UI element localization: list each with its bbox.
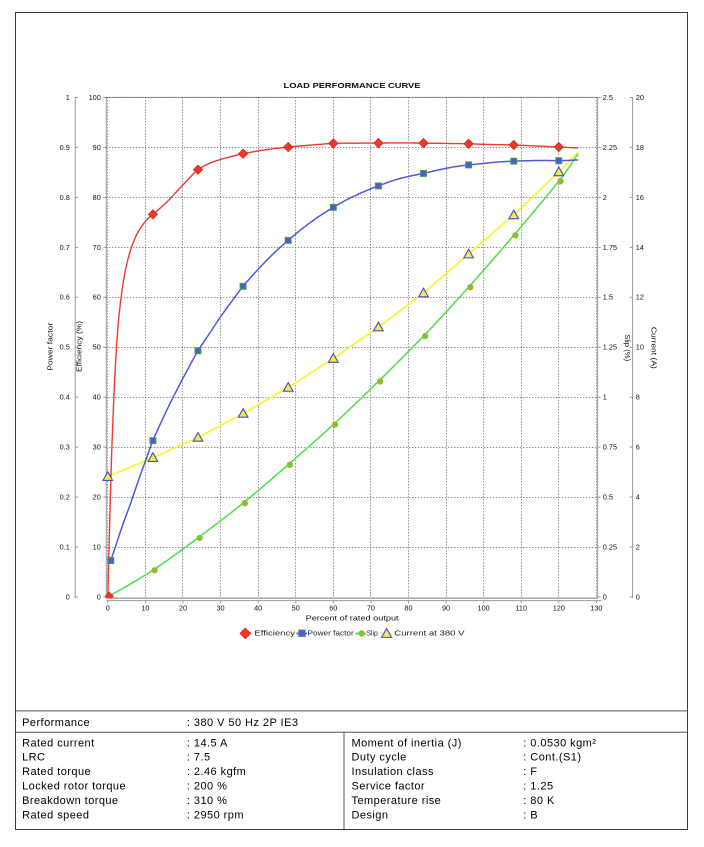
svg-text:0: 0 <box>97 592 101 601</box>
svg-text:10: 10 <box>141 603 149 612</box>
svg-text:0.7: 0.7 <box>60 243 70 252</box>
svg-text:2: 2 <box>636 542 640 551</box>
svg-text:0.8: 0.8 <box>60 193 70 202</box>
svg-text:60: 60 <box>93 293 101 302</box>
svg-text:Current (A): Current (A) <box>650 327 659 370</box>
svg-text:Rated speed: Rated speed <box>22 809 89 821</box>
svg-text:60: 60 <box>329 603 337 612</box>
svg-text:Temperature rise: Temperature rise <box>352 795 442 807</box>
svg-text:1.5: 1.5 <box>603 293 613 302</box>
svg-text:LRC: LRC <box>22 752 45 764</box>
svg-text:Percent of rated output: Percent of rated output <box>306 613 400 622</box>
svg-text:Moment of inertia (J): Moment of inertia (J) <box>352 737 462 749</box>
svg-text:30: 30 <box>216 603 224 612</box>
svg-text:70: 70 <box>93 243 101 252</box>
svg-text:Breakdown torque: Breakdown torque <box>22 795 118 807</box>
svg-text:20: 20 <box>636 93 644 102</box>
svg-text:LOAD PERFORMANCE CURVE: LOAD PERFORMANCE CURVE <box>284 81 421 90</box>
svg-text:120: 120 <box>553 603 565 612</box>
svg-text:1.25: 1.25 <box>603 343 617 352</box>
svg-text:: 14.5 A: : 14.5 A <box>187 737 228 749</box>
svg-text:Slip (%): Slip (%) <box>623 334 632 362</box>
svg-text:50: 50 <box>292 603 300 612</box>
svg-text:0.75: 0.75 <box>603 443 617 452</box>
svg-text:: 2.46 kgfm: : 2.46 kgfm <box>187 766 246 778</box>
svg-text:0.5: 0.5 <box>603 493 613 502</box>
svg-text:: 0.0530 kgm²: : 0.0530 kgm² <box>523 737 596 749</box>
svg-text:90: 90 <box>93 143 101 152</box>
svg-text:: 2950 rpm: : 2950 rpm <box>187 809 244 821</box>
svg-text:0.1: 0.1 <box>60 542 70 551</box>
svg-text:Performance: Performance <box>22 717 90 729</box>
svg-text:: 1.25: : 1.25 <box>523 781 553 793</box>
svg-text:: F: : F <box>523 766 537 778</box>
svg-text:0: 0 <box>106 603 110 612</box>
svg-text:18: 18 <box>636 143 644 152</box>
svg-text:20: 20 <box>179 603 187 612</box>
svg-text:Power factor: Power factor <box>46 322 55 371</box>
svg-text:0.2: 0.2 <box>60 493 70 502</box>
svg-text:130: 130 <box>590 603 602 612</box>
svg-text:: 80 K: : 80 K <box>523 795 555 807</box>
svg-text:10: 10 <box>93 542 101 551</box>
svg-text:0.25: 0.25 <box>603 542 617 551</box>
svg-text:Efficiency (%): Efficiency (%) <box>75 320 84 372</box>
svg-text:0.5: 0.5 <box>60 343 70 352</box>
svg-text:2.25: 2.25 <box>603 143 617 152</box>
svg-text:Duty cycle: Duty cycle <box>352 752 407 764</box>
svg-text:Current at 380 V: Current at 380 V <box>394 629 464 638</box>
svg-text:2.5: 2.5 <box>603 93 613 102</box>
svg-text:Rated torque: Rated torque <box>22 766 91 778</box>
svg-text:0.6: 0.6 <box>60 293 70 302</box>
svg-text:30: 30 <box>93 443 101 452</box>
svg-text:0.4: 0.4 <box>60 393 70 402</box>
svg-text:20: 20 <box>93 493 101 502</box>
svg-text:Service factor: Service factor <box>352 781 426 793</box>
svg-text:14: 14 <box>636 243 644 252</box>
svg-text:: 380 V 50 Hz 2P IE3: : 380 V 50 Hz 2P IE3 <box>187 717 299 729</box>
svg-text:0: 0 <box>66 592 70 601</box>
svg-text:0.9: 0.9 <box>60 143 70 152</box>
svg-text:0: 0 <box>603 592 607 601</box>
svg-text:70: 70 <box>367 603 375 612</box>
svg-text:0.3: 0.3 <box>60 443 70 452</box>
svg-text:Rated current: Rated current <box>22 737 95 749</box>
svg-text:80: 80 <box>404 603 412 612</box>
svg-text:Insulation class: Insulation class <box>352 766 434 778</box>
svg-text:1.75: 1.75 <box>603 243 617 252</box>
svg-text:16: 16 <box>636 193 644 202</box>
svg-text:12: 12 <box>636 293 644 302</box>
svg-text:: 310 %: : 310 % <box>187 795 227 807</box>
svg-text:50: 50 <box>93 343 101 352</box>
svg-text:Slip: Slip <box>367 629 378 638</box>
svg-text:80: 80 <box>93 193 101 202</box>
svg-text:: 7.5: : 7.5 <box>187 752 211 764</box>
svg-text:1: 1 <box>603 393 607 402</box>
svg-text:8: 8 <box>636 393 640 402</box>
svg-text:: Cont.(S1): : Cont.(S1) <box>523 752 581 764</box>
svg-text:6: 6 <box>636 443 640 452</box>
svg-text:: B: : B <box>523 809 538 821</box>
svg-text:4: 4 <box>636 493 640 502</box>
svg-text:Locked rotor torque: Locked rotor torque <box>22 781 126 793</box>
svg-text:Efficiency: Efficiency <box>254 629 295 638</box>
svg-text:110: 110 <box>515 603 527 612</box>
svg-text:90: 90 <box>442 603 450 612</box>
svg-text:2: 2 <box>603 193 607 202</box>
svg-text:100: 100 <box>89 93 101 102</box>
svg-text:: 200 %: : 200 % <box>187 781 227 793</box>
svg-text:100: 100 <box>478 603 490 612</box>
svg-text:40: 40 <box>254 603 262 612</box>
svg-text:1: 1 <box>66 93 70 102</box>
svg-text:10: 10 <box>636 343 644 352</box>
svg-text:40: 40 <box>93 393 101 402</box>
svg-text:Design: Design <box>352 809 389 821</box>
svg-text:0: 0 <box>636 592 640 601</box>
svg-text:Power factor: Power factor <box>308 629 355 638</box>
